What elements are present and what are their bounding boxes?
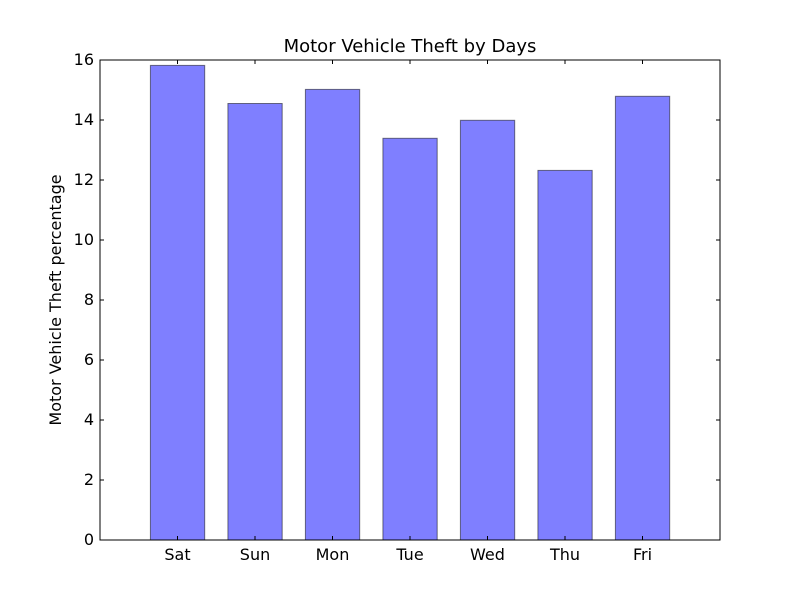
y-tick-label-14: 14: [74, 110, 94, 129]
y-tick-label-12: 12: [74, 170, 94, 189]
bar-sat: [149, 64, 206, 541]
tick-labels-layer: Sat Sun Mon Tue Wed Thu Fri 0 2 4 6 8 10 12 14 16: [74, 50, 652, 564]
x-tick-label-fri: Fri: [633, 545, 652, 564]
chart-title: Motor Vehicle Theft by Days: [284, 36, 537, 57]
bar-tue: [382, 137, 438, 541]
bars-layer: [149, 64, 671, 541]
x-tick-label-thu: Thu: [549, 545, 580, 564]
y-tick-label-6: 6: [84, 350, 94, 369]
y-tick-label-4: 4: [84, 410, 94, 429]
y-tick-label-2: 2: [84, 470, 94, 489]
ticks-layer: [100, 59, 720, 541]
y-axis-label: Motor Vehicle Theft percentage: [46, 174, 65, 425]
x-tick-label-wed: Wed: [470, 545, 505, 564]
bar-mon: [304, 88, 361, 541]
x-tick-label-sun: Sun: [240, 545, 270, 564]
y-tick-label-16: 16: [74, 50, 94, 69]
bar-thu: [537, 169, 593, 541]
y-tick-label-0: 0: [84, 530, 94, 549]
x-tick-label-sat: Sat: [164, 545, 190, 564]
y-tick-label-8: 8: [84, 290, 94, 309]
bar-sun: [227, 103, 283, 541]
x-tick-label-mon: Mon: [316, 545, 350, 564]
bar-fri: [614, 95, 671, 541]
bar-wed: [459, 119, 516, 541]
y-tick-label-10: 10: [74, 230, 94, 249]
x-tick-label-tue: Tue: [395, 545, 423, 564]
